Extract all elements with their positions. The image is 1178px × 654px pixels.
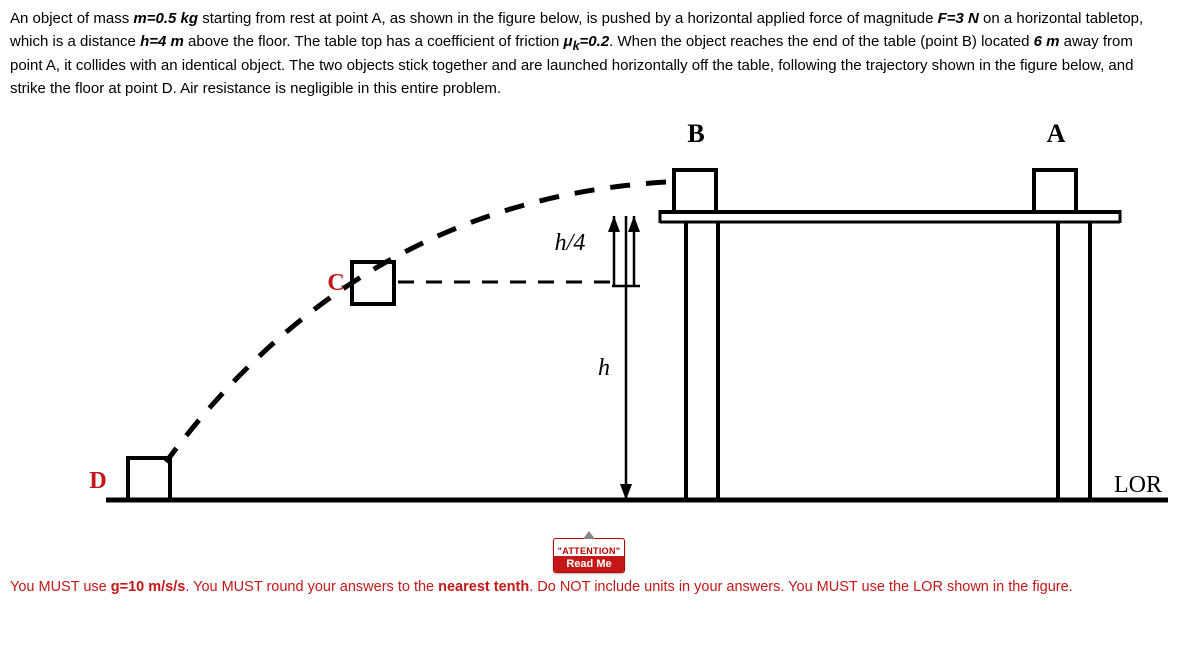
footer-note: You MUST use g=10 m/s/s. You MUST round …	[10, 577, 1168, 599]
problem-paragraph: An object of mass m=0.5 kg starting from…	[10, 8, 1168, 100]
box-d	[128, 458, 170, 500]
label-b: B	[687, 119, 704, 148]
label-a: A	[1047, 119, 1066, 148]
attention-bottom-text: Read Me	[554, 556, 625, 572]
attention-sign-wrap: "ATTENTION" Read Me	[10, 538, 1168, 573]
box-c	[352, 262, 394, 304]
label-c: C	[327, 270, 344, 296]
box-b	[674, 170, 716, 212]
label-d: D	[89, 468, 106, 494]
label-lor: LOR	[1114, 472, 1162, 498]
label-h4: h/4	[555, 230, 586, 256]
box-a	[1034, 170, 1076, 212]
attention-sign: "ATTENTION" Read Me	[553, 538, 626, 573]
physics-figure: A B C D LOR h/4 h	[10, 110, 1168, 530]
label-h: h	[598, 355, 610, 381]
trajectory-dash	[166, 182, 666, 462]
attention-top-text: "ATTENTION"	[554, 545, 625, 556]
